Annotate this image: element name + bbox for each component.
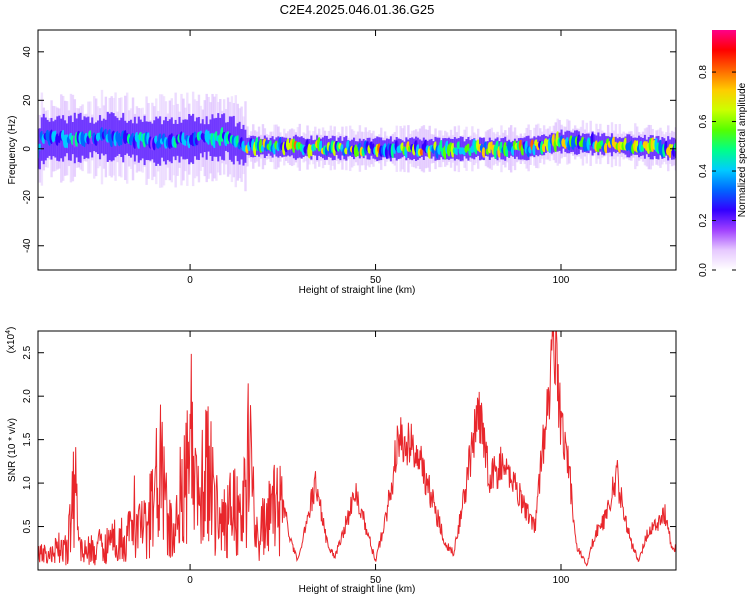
colorbar-tick-label: 0.4 (698, 164, 709, 178)
spectrogram-y-ticks: -40 -20 0 20 40 (22, 46, 676, 253)
x-tick-label: 0 (187, 575, 193, 586)
colorbar-scale (712, 30, 736, 270)
spectrogram-panel: 0 50 100 -40 -20 0 20 40 Height of straight li… (7, 29, 677, 296)
snr-panel: 0 50 100 0.5 1.0 1.5 2.0 2.5 Height of straigh… (5, 327, 677, 595)
y-tick-label: 1.0 (22, 476, 33, 490)
colorbar-ticks: 0.0 0.2 0.4 0.6 0.8 (698, 65, 736, 277)
x-tick-label: 0 (187, 275, 193, 286)
x-tick-label: 100 (553, 575, 570, 586)
snr-scale-exponent: 4 (5, 330, 12, 334)
colorbar: 0.0 0.2 0.4 0.6 0.8 Normalized spectral ampl… (698, 30, 748, 277)
y-tick-label: 20 (22, 94, 33, 106)
snr-frame (37, 330, 677, 571)
snr-x-ticks: 0 50 100 (187, 331, 570, 586)
y-tick-label: 1.5 (22, 432, 33, 446)
y-tick-label: -40 (22, 238, 33, 253)
colorbar-tick-label: 0.0 (698, 263, 709, 277)
x-tick-label: 50 (370, 275, 382, 286)
snr-x-axis-label: Height of straight line (km) (299, 584, 416, 595)
x-tick-label: 100 (553, 275, 570, 286)
y-tick-label: 2.5 (22, 345, 33, 359)
snr-y-axis-label: SNR (10 * v/v) (7, 418, 18, 482)
svg-text:(x104): (x104) (5, 327, 17, 354)
snr-scale-note: (x104) (5, 327, 17, 354)
snr-plot-area (38, 331, 676, 567)
figure-title: C2E4.2025.046.01.36.G25 (280, 2, 435, 17)
spectrogram-x-ticks: 0 50 100 (187, 30, 570, 286)
x-tick-label: 50 (370, 575, 382, 586)
colorbar-tick-label: 0.8 (698, 65, 709, 79)
y-tick-label: 40 (22, 46, 33, 58)
colorbar-tick-label: 0.6 (698, 114, 709, 128)
colorbar-tick-label: 0.2 (698, 213, 709, 227)
snr-scale-prefix: (x10 (6, 333, 17, 353)
y-tick-label: 2.0 (22, 389, 33, 403)
snr-y-ticks: 0.5 1.0 1.5 2.0 2.5 (22, 345, 676, 533)
spectrogram-y-axis-label: Frequency (Hz) (7, 116, 18, 185)
y-tick-label: 0.5 (22, 519, 33, 533)
spectrogram-frame (37, 29, 677, 271)
y-tick-label: 0 (22, 146, 33, 152)
colorbar-label: Normalized spectral amplitude (737, 82, 748, 217)
spectrogram-x-axis-label: Height of straight line (km) (299, 285, 416, 296)
y-tick-label: -20 (22, 190, 33, 205)
snr-series-line (38, 331, 676, 567)
spectrogram-heatmap (38, 89, 676, 192)
